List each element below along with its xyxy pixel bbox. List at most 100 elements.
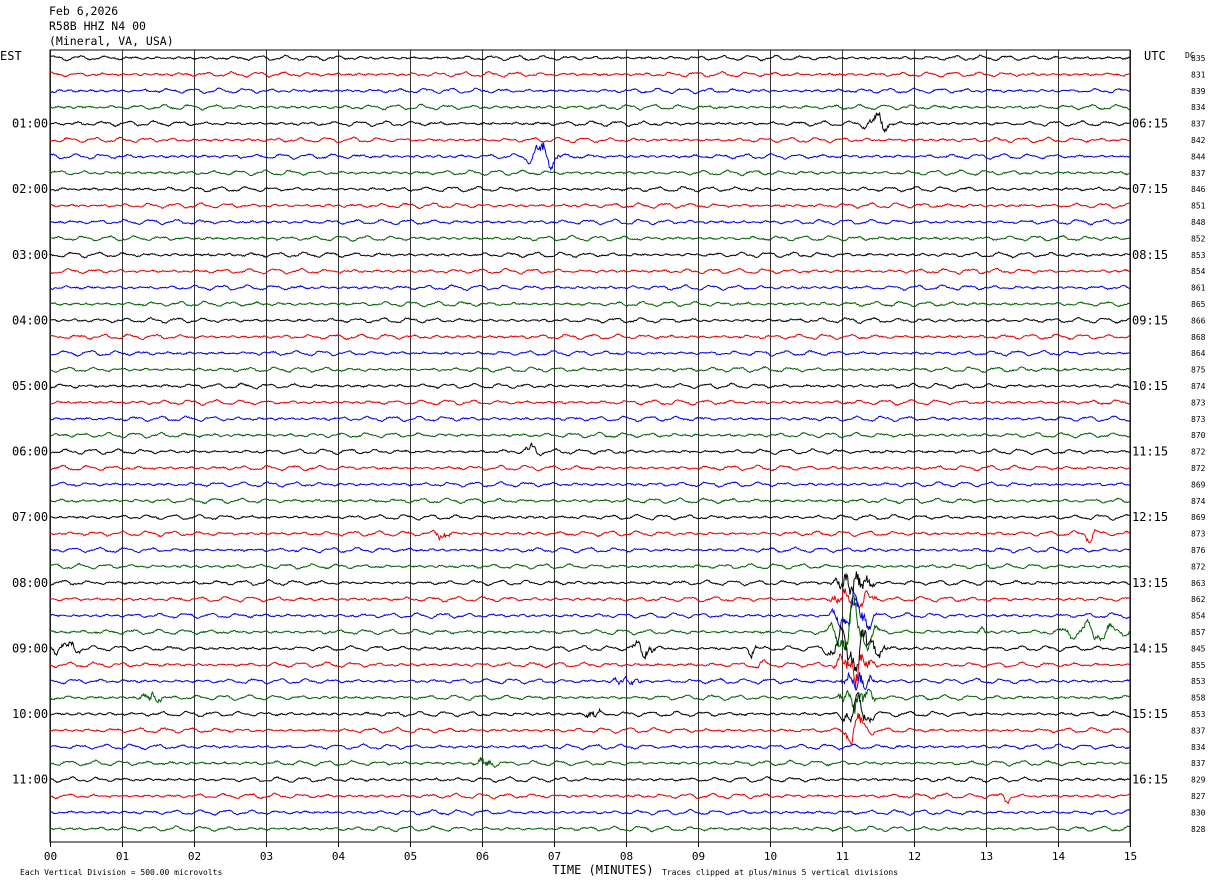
trace-line [49, 808, 1131, 816]
dc-offset-value: 842 [1191, 136, 1206, 145]
dc-header-label: DC [1185, 51, 1195, 60]
dc-offset-value: 874 [1191, 382, 1206, 391]
dc-offset-value: 834 [1191, 103, 1206, 112]
dc-offset-value: 853 [1191, 710, 1206, 719]
trace-line [49, 562, 1131, 570]
vertical-division-note: Each Vertical Division = 500.00 microvol… [20, 868, 222, 877]
dc-offset-value: 872 [1191, 562, 1206, 571]
right-hour-label: 12:15 [1132, 510, 1168, 524]
trace-line [49, 671, 1131, 691]
trace-line [49, 382, 1130, 390]
dc-offset-value: 872 [1191, 448, 1206, 457]
x-tick-label: 04 [332, 850, 346, 863]
dc-offset-value: 865 [1191, 300, 1206, 309]
dc-offset-value: 869 [1191, 480, 1206, 489]
station-id: R58B HHZ N4 00 [49, 19, 146, 33]
trace-line [49, 481, 1131, 488]
trace-line [49, 169, 1131, 177]
x-tick-label: 03 [260, 850, 273, 863]
x-tick-label: 14 [1052, 850, 1066, 863]
x-tick-label: 06 [476, 850, 489, 863]
dc-offset-value: 853 [1191, 251, 1206, 260]
dc-offset-value: 862 [1191, 595, 1206, 604]
trace-line [50, 692, 1131, 724]
trace-line [49, 365, 1131, 374]
trace-line [49, 87, 1131, 95]
dc-offset-value: 864 [1191, 349, 1206, 358]
dc-offset-value: 846 [1191, 185, 1206, 194]
left-hour-label: 06:00 [12, 445, 48, 459]
left-hour-label: 11:00 [12, 773, 48, 787]
left-timezone-label: EST [0, 49, 22, 63]
right-hour-label: 08:15 [1132, 248, 1168, 262]
x-tick-label: 12 [908, 850, 921, 863]
trace-line [49, 267, 1131, 275]
dc-offset-value: 829 [1191, 776, 1206, 785]
x-tick-label: 11 [836, 850, 849, 863]
dc-offset-value: 858 [1191, 694, 1206, 703]
dc-offset-value: 828 [1191, 825, 1206, 834]
dc-offset-value: 852 [1191, 234, 1206, 243]
dc-offset-value: 868 [1191, 333, 1206, 342]
dc-offset-value: 873 [1191, 415, 1206, 424]
dc-offset-value: 831 [1191, 70, 1206, 79]
x-axis-title: TIME (MINUTES) [552, 863, 653, 877]
x-tick-label: 10 [764, 850, 777, 863]
trace-line [49, 595, 1131, 652]
trace-line [50, 54, 1131, 62]
x-tick-label: 01 [116, 850, 129, 863]
right-hour-label: 07:15 [1132, 182, 1168, 196]
dc-offset-value: 861 [1191, 284, 1206, 293]
right-hour-label: 11:15 [1132, 445, 1168, 459]
plot-frame [49, 49, 1131, 843]
dc-offset-value: 835 [1191, 54, 1206, 63]
dc-offset-value: 830 [1191, 808, 1206, 817]
trace-line [49, 349, 1131, 358]
trace-line [49, 234, 1131, 243]
dc-offset-value: 844 [1191, 152, 1206, 161]
dc-offset-value: 876 [1191, 546, 1206, 555]
trace-line [50, 464, 1131, 472]
x-tick-label: 13 [980, 850, 993, 863]
trace-line [49, 825, 1131, 833]
dc-offset-value: 857 [1191, 628, 1206, 637]
left-hour-label: 03:00 [12, 248, 48, 262]
dc-offset-value: 866 [1191, 316, 1206, 325]
plot-date: Feb 6,2026 [49, 4, 119, 18]
left-hour-label: 10:00 [12, 707, 48, 721]
dc-offset-value: 855 [1191, 661, 1206, 670]
trace-line [49, 712, 1130, 746]
trace-line [49, 201, 1131, 210]
x-tick-label: 02 [188, 850, 201, 863]
dc-offset-value: 837 [1191, 120, 1206, 129]
left-hour-label: 01:00 [12, 117, 48, 131]
station-location: (Mineral, VA, USA) [49, 34, 174, 48]
left-hour-label: 07:00 [12, 510, 48, 524]
trace-line [49, 218, 1131, 226]
dc-offset-value: 834 [1191, 743, 1206, 752]
dc-offset-value: 845 [1191, 644, 1206, 653]
left-hour-label: 05:00 [12, 379, 48, 393]
trace-line [49, 251, 1131, 259]
dc-offset-value: 853 [1191, 677, 1206, 686]
trace-line [49, 103, 1131, 111]
trace-line [49, 442, 1131, 457]
dc-offset-value: 874 [1191, 497, 1206, 506]
dc-offset-value: 839 [1191, 87, 1206, 96]
trace-line [49, 653, 1131, 689]
dc-offset-value: 872 [1191, 464, 1206, 473]
left-hour-label: 02:00 [12, 182, 48, 196]
dc-offset-value: 870 [1191, 431, 1206, 440]
trace-line [49, 546, 1131, 554]
trace-line [49, 284, 1130, 292]
dc-offset-value: 848 [1191, 218, 1206, 227]
right-timezone-label: UTC [1144, 49, 1166, 63]
minute-grid [49, 49, 1131, 847]
trace-line [50, 775, 1131, 784]
trace-line [49, 431, 1131, 439]
trace-line [49, 185, 1131, 193]
dc-offset-value: 854 [1191, 612, 1206, 621]
dc-offset-value: 869 [1191, 513, 1206, 522]
dc-offset-value: 851 [1191, 202, 1206, 211]
trace-line [49, 70, 1131, 79]
